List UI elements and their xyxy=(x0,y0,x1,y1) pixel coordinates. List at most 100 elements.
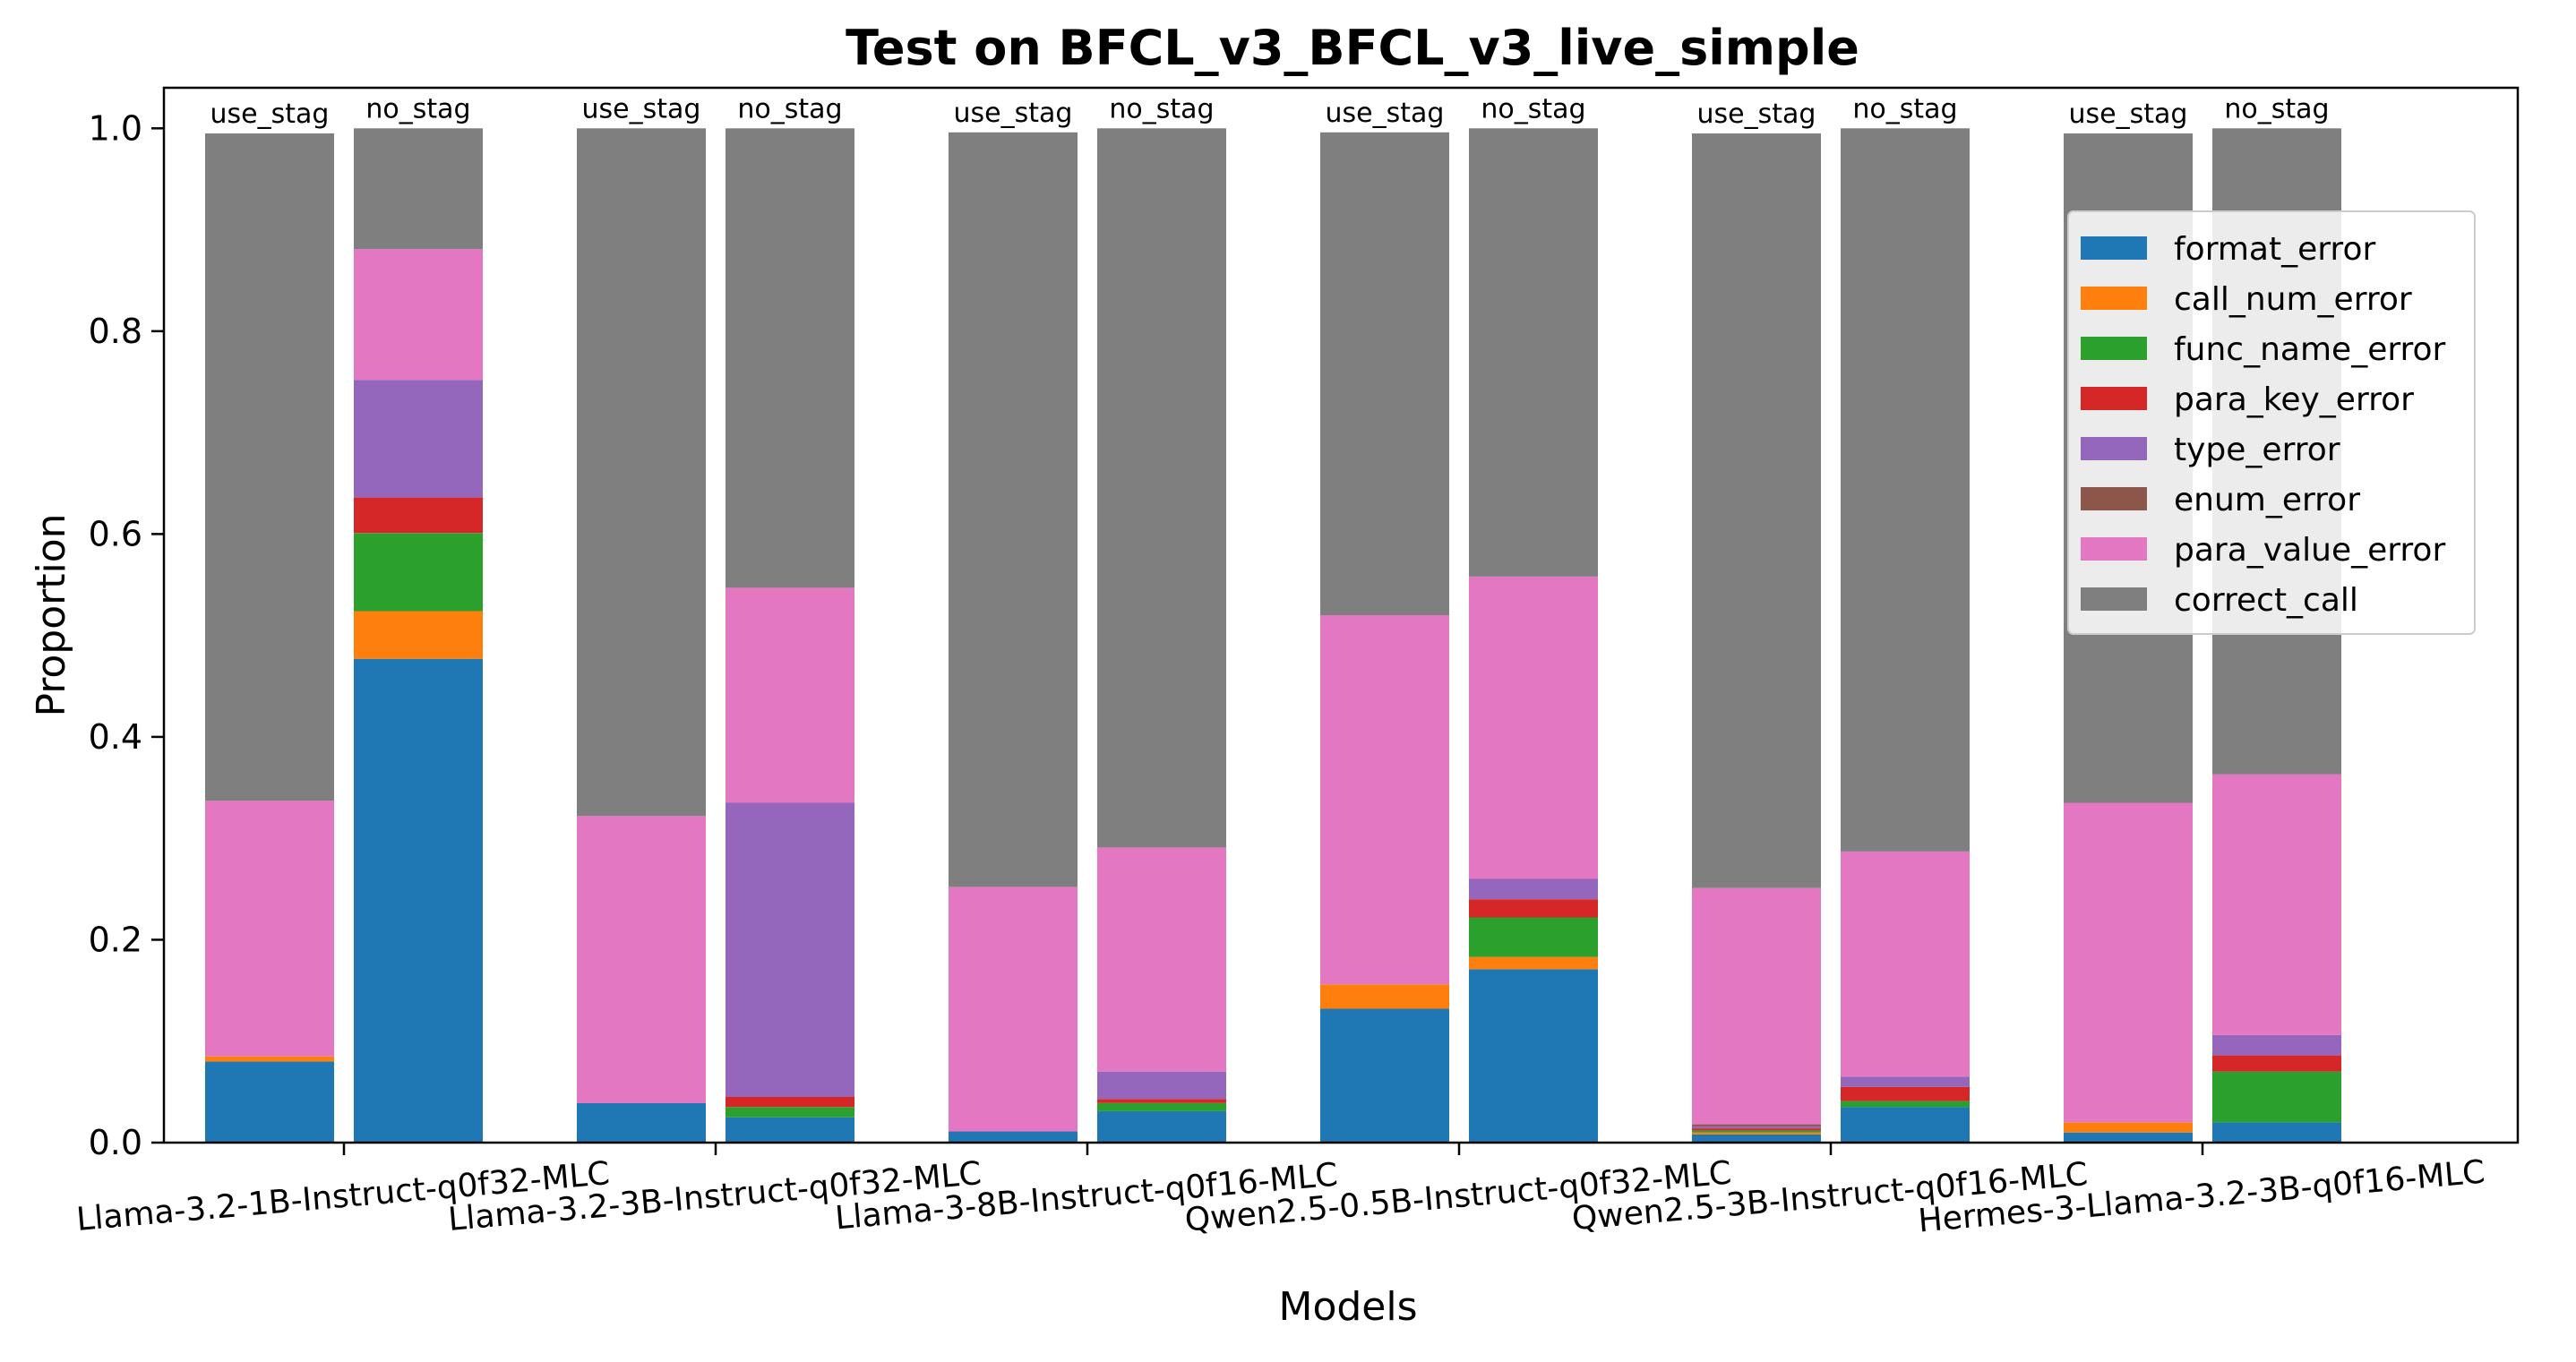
legend-swatch-type-error xyxy=(2081,437,2147,460)
legend-swatch-func-name-error xyxy=(2081,337,2147,360)
legend-swatch-para-value-error xyxy=(2081,537,2147,561)
bar-segment-call-num-error-no-stag-0 xyxy=(354,611,483,659)
bar-segment-correct-call-use-stag-1 xyxy=(577,128,706,817)
legend-swatch-format-error xyxy=(2081,236,2147,260)
bar-segment-para-key-error-no-stag-0 xyxy=(354,497,483,534)
legend-label-enum-error: enum_error xyxy=(2174,482,2360,518)
bar-segment-format-error-no-stag-5 xyxy=(2212,1122,2341,1143)
bar-group-label-no-stag-3: no_stag xyxy=(1481,93,1585,124)
legend-swatch-para-key-error xyxy=(2081,387,2147,410)
bar-segment-correct-call-no-stag-3 xyxy=(1469,128,1598,577)
bar-segment-para-value-error-no-stag-5 xyxy=(2212,774,2341,1035)
bar-segment-type-error-no-stag-3 xyxy=(1469,878,1598,900)
bar-segment-type-error-no-stag-1 xyxy=(726,802,854,1097)
bar-segment-para-key-error-no-stag-5 xyxy=(2212,1055,2341,1072)
bar-segment-correct-call-use-stag-3 xyxy=(1320,132,1449,616)
bars-layer xyxy=(205,128,2341,1143)
bar-group-label-no-stag-5: no_stag xyxy=(2224,93,2329,124)
y-axis-label: Proportion xyxy=(29,513,74,716)
bar-segment-format-error-use-stag-1 xyxy=(577,1102,706,1143)
legend-swatch-call-num-error xyxy=(2081,287,2147,310)
bar-segment-enum-error-use-stag-4 xyxy=(1692,1124,1821,1126)
bar-segment-correct-call-no-stag-4 xyxy=(1841,128,1970,852)
bar-segment-para-value-error-use-stag-5 xyxy=(2064,802,2193,1123)
legend-label-call-num-error: call_num_error xyxy=(2174,281,2412,318)
bar-group-label-use-stag-4: use_stag xyxy=(1697,99,1816,130)
plot-frame xyxy=(162,86,2520,1144)
bar-segment-para-value-error-no-stag-0 xyxy=(354,249,483,381)
bar-segment-format-error-no-stag-4 xyxy=(1841,1107,1970,1143)
bar-labels-layer: use_stag no_stag use_stag no_stag use_stag no… xyxy=(210,93,2330,130)
y-tick-label: 0.4 xyxy=(89,717,142,757)
bar-segment-correct-call-no-stag-2 xyxy=(1097,128,1226,848)
y-axis: 0.0 0.2 0.4 0.6 0.8 1.0 xyxy=(89,108,164,1162)
bar-segment-type-error-no-stag-5 xyxy=(2212,1034,2341,1056)
bar-group-label-use-stag-5: use_stag xyxy=(2069,99,2188,130)
legend: format_error call_num_error func_name_erro… xyxy=(2067,210,2476,635)
bar-segment-para-value-error-use-stag-2 xyxy=(949,887,1078,1132)
bar-segment-format-error-use-stag-3 xyxy=(1320,1008,1449,1143)
bar-segment-call-num-error-use-stag-5 xyxy=(2064,1122,2193,1133)
legend-frame xyxy=(2067,210,2476,635)
bar-segment-func-name-error-no-stag-3 xyxy=(1469,917,1598,957)
bar-segment-correct-call-use-stag-4 xyxy=(1692,133,1821,888)
bar-segment-correct-call-no-stag-0 xyxy=(354,128,483,250)
bar-segment-format-error-no-stag-0 xyxy=(354,658,483,1143)
bar-segment-call-num-error-use-stag-0 xyxy=(205,1056,334,1062)
bar-group-label-use-stag-3: use_stag xyxy=(1326,98,1445,129)
bar-segment-para-value-error-use-stag-0 xyxy=(205,801,334,1057)
x-axis: Llama-3.2-1B-Instruct-q0f32-MLCLlama-3.2… xyxy=(75,1143,2486,1240)
bar-segment-func-name-error-no-stag-4 xyxy=(1841,1101,1970,1108)
y-tick-label: 0.0 xyxy=(89,1123,142,1162)
bar-segment-func-name-error-no-stag-5 xyxy=(2212,1071,2341,1123)
legend-label-format-error: format_error xyxy=(2174,231,2375,268)
bar-segment-para-value-error-no-stag-2 xyxy=(1097,847,1226,1072)
legend-swatch-enum-error xyxy=(2081,487,2147,510)
bar-segment-format-error-use-stag-5 xyxy=(2064,1132,2193,1143)
bar-segment-format-error-use-stag-0 xyxy=(205,1061,334,1143)
y-tick-label: 1.0 xyxy=(89,108,142,148)
bar-segment-call-num-error-use-stag-3 xyxy=(1320,984,1449,1009)
bar-segment-call-num-error-no-stag-3 xyxy=(1469,956,1598,970)
bar-segment-para-key-error-no-stag-1 xyxy=(726,1097,854,1108)
bar-group-label-no-stag-1: no_stag xyxy=(737,93,842,124)
bar-segment-para-key-error-no-stag-4 xyxy=(1841,1086,1970,1101)
bar-segment-format-error-no-stag-3 xyxy=(1469,969,1598,1143)
legend-label-para-key-error: para_key_error xyxy=(2174,381,2414,418)
bar-group-label-no-stag-0: no_stag xyxy=(365,93,470,124)
y-tick-label: 0.6 xyxy=(89,514,142,553)
bar-segment-para-value-error-use-stag-4 xyxy=(1692,887,1821,1125)
bar-segment-para-key-error-no-stag-3 xyxy=(1469,899,1598,918)
chart-title: Test on BFCL_v3_BFCL_v3_live_simple xyxy=(846,20,1859,76)
legend-label-para-value-error: para_value_error xyxy=(2174,532,2445,569)
bar-segment-type-error-no-stag-2 xyxy=(1097,1071,1226,1100)
bar-segment-func-name-error-no-stag-2 xyxy=(1097,1102,1226,1111)
bar-segment-para-value-error-no-stag-3 xyxy=(1469,577,1598,879)
bar-segment-format-error-use-stag-4 xyxy=(1692,1134,1821,1143)
bar-group-label-no-stag-4: no_stag xyxy=(1852,93,1957,124)
bar-segment-para-value-error-no-stag-1 xyxy=(726,587,854,803)
bar-segment-para-value-error-use-stag-1 xyxy=(577,816,706,1103)
bar-segment-func-name-error-use-stag-4 xyxy=(1692,1130,1821,1133)
bar-segment-para-key-error-no-stag-2 xyxy=(1097,1099,1226,1103)
bar-segment-func-name-error-no-stag-0 xyxy=(354,533,483,612)
bar-segment-correct-call-use-stag-0 xyxy=(205,133,334,801)
legend-swatch-correct-call xyxy=(2081,587,2147,611)
bar-segment-para-value-error-no-stag-4 xyxy=(1841,851,1970,1077)
bar-segment-format-error-no-stag-2 xyxy=(1097,1110,1226,1143)
bar-group-label-no-stag-2: no_stag xyxy=(1109,93,1214,124)
bar-segment-para-key-error-use-stag-4 xyxy=(1692,1128,1821,1131)
bar-segment-call-num-error-use-stag-4 xyxy=(1692,1132,1821,1135)
legend-label-func-name-error: func_name_error xyxy=(2174,331,2446,368)
y-tick-label: 0.8 xyxy=(89,312,142,351)
bar-group-label-use-stag-0: use_stag xyxy=(210,99,330,130)
bar-segment-type-error-no-stag-4 xyxy=(1841,1076,1970,1087)
bar-segment-correct-call-no-stag-1 xyxy=(726,128,854,588)
bar-segment-type-error-no-stag-0 xyxy=(354,380,483,498)
bar-group-label-use-stag-2: use_stag xyxy=(954,98,1073,129)
bar-segment-type-error-use-stag-4 xyxy=(1692,1126,1821,1129)
bar-segment-format-error-use-stag-2 xyxy=(949,1131,1078,1143)
bar-segment-format-error-no-stag-1 xyxy=(726,1117,854,1143)
